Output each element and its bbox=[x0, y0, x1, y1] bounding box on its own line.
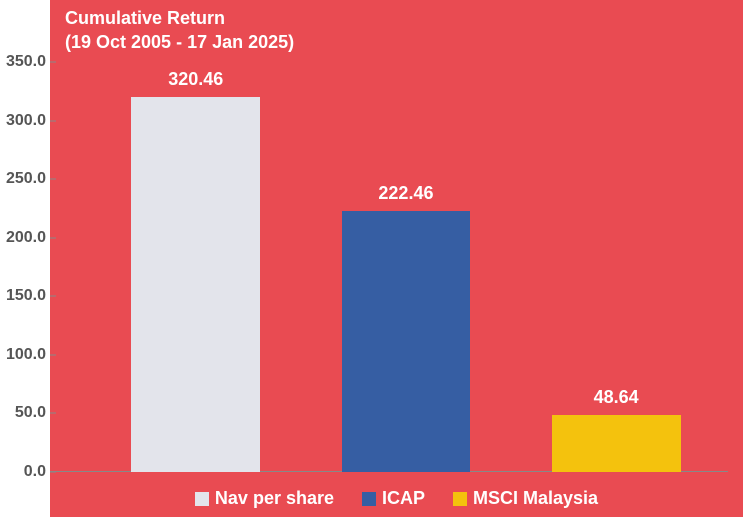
legend-label: Nav per share bbox=[215, 488, 334, 509]
y-tick-mark bbox=[50, 413, 56, 414]
legend-swatch bbox=[195, 492, 209, 506]
y-tick-mark bbox=[50, 120, 56, 121]
chart-title-line1: Cumulative Return bbox=[65, 6, 294, 30]
chart-container: Cumulative Return (19 Oct 2005 - 17 Jan … bbox=[0, 0, 743, 517]
plot-area: 0.050.0100.0150.0200.0250.0300.0350.0320… bbox=[50, 62, 728, 472]
legend: Nav per share ICAP MSCI Malaysia bbox=[50, 488, 743, 509]
y-tick-label: 100.0 bbox=[0, 346, 50, 364]
legend-label: ICAP bbox=[382, 488, 425, 509]
y-tick-label: 250.0 bbox=[0, 170, 50, 188]
y-tick-mark bbox=[50, 472, 56, 473]
y-tick-mark bbox=[50, 296, 56, 297]
chart-title: Cumulative Return (19 Oct 2005 - 17 Jan … bbox=[65, 6, 294, 55]
y-tick-mark bbox=[50, 62, 56, 63]
chart-title-line2: (19 Oct 2005 - 17 Jan 2025) bbox=[65, 30, 294, 54]
y-tick-label: 350.0 bbox=[0, 53, 50, 71]
bar-value-label: 320.46 bbox=[168, 69, 223, 90]
legend-item: ICAP bbox=[362, 488, 425, 509]
bar-value-label: 48.64 bbox=[594, 387, 639, 408]
y-tick-label: 0.0 bbox=[0, 463, 50, 481]
legend-label: MSCI Malaysia bbox=[473, 488, 598, 509]
legend-item: Nav per share bbox=[195, 488, 334, 509]
y-tick-mark bbox=[50, 354, 56, 355]
bar-value-label: 222.46 bbox=[378, 183, 433, 204]
y-tick-mark bbox=[50, 179, 56, 180]
y-tick-mark bbox=[50, 237, 56, 238]
legend-swatch bbox=[362, 492, 376, 506]
bar: 48.64 bbox=[552, 415, 681, 472]
y-tick-label: 150.0 bbox=[0, 287, 50, 305]
y-tick-label: 50.0 bbox=[0, 404, 50, 422]
y-tick-label: 300.0 bbox=[0, 112, 50, 130]
legend-swatch bbox=[453, 492, 467, 506]
bar: 222.46 bbox=[342, 211, 471, 472]
legend-item: MSCI Malaysia bbox=[453, 488, 598, 509]
y-tick-label: 200.0 bbox=[0, 229, 50, 247]
bar: 320.46 bbox=[131, 97, 260, 472]
